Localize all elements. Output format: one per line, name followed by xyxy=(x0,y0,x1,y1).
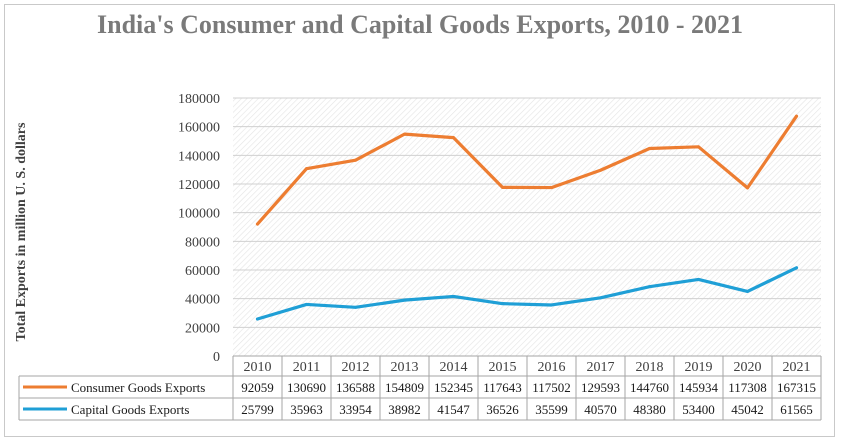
table-cell-value: 130690 xyxy=(287,380,326,395)
table-cell-value: 35599 xyxy=(535,402,568,417)
x-category-label: 2020 xyxy=(734,360,762,375)
x-category-label: 2021 xyxy=(783,360,811,375)
data-point xyxy=(648,147,651,150)
legend-label: Consumer Goods Exports xyxy=(71,380,205,395)
plot-area-background xyxy=(233,98,821,356)
table-cell-value: 61565 xyxy=(780,402,813,417)
series-line-capital-goods xyxy=(255,266,799,321)
x-category-label: 2018 xyxy=(636,360,664,375)
table-cell-value: 154809 xyxy=(385,380,424,395)
table-cell-value: 35963 xyxy=(290,402,323,417)
data-point xyxy=(256,317,259,321)
data-point xyxy=(599,296,602,300)
chart-frame xyxy=(4,4,835,437)
y-tick-label: 0 xyxy=(213,350,220,365)
y-tick-label: 180000 xyxy=(178,92,220,107)
table-cell-value: 117308 xyxy=(728,380,767,395)
x-category-label: 2010 xyxy=(244,360,272,375)
y-tick-label: 40000 xyxy=(185,293,220,308)
table-cell-value: 40570 xyxy=(584,402,617,417)
y-tick-label: 100000 xyxy=(178,207,220,222)
y-tick-label: 60000 xyxy=(185,264,220,279)
table-cell-value: 136588 xyxy=(336,380,375,395)
data-point xyxy=(697,145,700,149)
data-point xyxy=(795,114,798,118)
x-category-label: 2019 xyxy=(685,360,713,375)
data-point xyxy=(452,136,455,140)
legend-label: Capital Goods Exports xyxy=(71,402,189,417)
data-point xyxy=(403,132,406,136)
y-tick-label: 120000 xyxy=(178,178,220,193)
data-point xyxy=(550,303,553,307)
x-category-label: 2013 xyxy=(391,360,419,375)
table-cell-value: 25799 xyxy=(241,402,274,417)
x-category-label: 2012 xyxy=(342,360,370,375)
table-cell-value: 92059 xyxy=(241,380,274,395)
data-point xyxy=(599,168,602,172)
x-category-label: 2015 xyxy=(489,360,517,375)
table-cell-value: 117502 xyxy=(532,380,571,395)
data-point xyxy=(746,290,749,293)
data-point xyxy=(403,298,406,302)
data-point xyxy=(746,186,749,190)
data-point xyxy=(795,266,798,270)
table-cell-value: 145934 xyxy=(679,380,719,395)
table-cell-value: 48380 xyxy=(633,402,666,417)
data-point xyxy=(452,295,455,298)
data-point xyxy=(305,167,308,171)
data-point xyxy=(256,222,259,226)
table-cell-value: 129593 xyxy=(581,380,620,395)
data-point xyxy=(305,303,308,306)
y-tick-label: 160000 xyxy=(178,121,220,136)
data-point xyxy=(501,185,504,189)
data-point xyxy=(550,186,553,189)
x-category-label: 2016 xyxy=(538,360,566,375)
table-cell-value: 144760 xyxy=(630,380,669,395)
y-tick-label: 20000 xyxy=(185,321,220,336)
x-category-label: 2011 xyxy=(293,360,320,375)
data-point xyxy=(354,305,357,309)
table-cell-value: 45042 xyxy=(731,402,764,417)
table-cell-value: 117643 xyxy=(483,380,522,395)
data-point xyxy=(354,158,357,162)
y-tick-label: 80000 xyxy=(185,235,220,250)
table-cell-value: 152345 xyxy=(434,380,473,395)
table-cell-value: 41547 xyxy=(437,402,470,417)
y-tick-label: 140000 xyxy=(178,149,220,164)
data-point xyxy=(501,302,504,306)
chart-title: India's Consumer and Capital Goods Expor… xyxy=(96,10,744,39)
table-cell-value: 36526 xyxy=(486,402,519,417)
table-cell-value: 33954 xyxy=(339,402,372,417)
data-point xyxy=(648,285,651,289)
data-point xyxy=(697,278,700,281)
table-cell-value: 53400 xyxy=(682,402,715,417)
x-category-label: 2017 xyxy=(587,360,615,375)
x-category-label: 2014 xyxy=(440,360,468,375)
table-cell-value: 38982 xyxy=(388,402,421,417)
series-line-consumer-goods xyxy=(255,114,799,226)
table-cell-value: 167315 xyxy=(777,380,816,395)
